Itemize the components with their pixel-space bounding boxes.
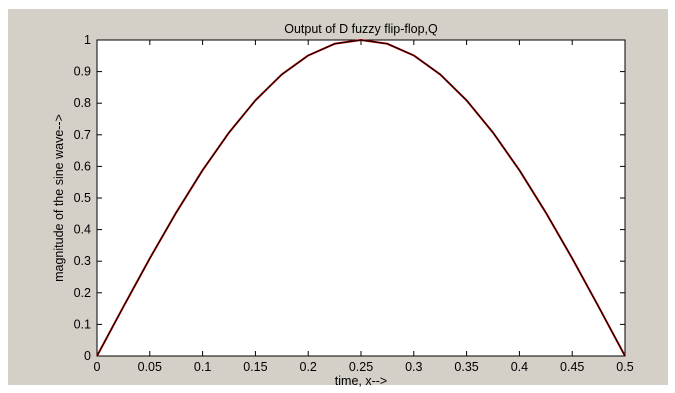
ticks-layer: 0 0.05 0.1 0.15 0.2 0.25 0.3 0.35 0.4 0.45 0.5 0 0.1…: [74, 33, 634, 374]
x-tick-label: 0.2: [300, 360, 317, 374]
x-tick-label: 0.05: [138, 360, 162, 374]
y-tick-label: 0.3: [74, 254, 91, 268]
y-tick-label: 0.6: [74, 159, 91, 173]
series-layer: [96, 39, 626, 357]
x-tick-label: 0.15: [243, 360, 267, 374]
x-tick-label: 0: [94, 360, 101, 374]
x-tick-label: 0.5: [616, 360, 633, 374]
x-tick-label: 0.25: [349, 360, 373, 374]
x-tick-label: 0.35: [454, 360, 478, 374]
plot-area: [96, 39, 626, 357]
y-tick-label: 0.7: [74, 128, 91, 142]
y-tick-label: 0: [84, 349, 91, 363]
y-tick-label: 0.4: [74, 223, 91, 237]
x-tick-label: 0.1: [194, 360, 211, 374]
x-axis-title: time, x-->: [335, 374, 387, 388]
y-axis-title: magnitude of the sine wave-->: [52, 114, 66, 282]
y-tick-label: 0.2: [74, 286, 91, 300]
y-tick-label: 0.9: [74, 65, 91, 79]
y-tick-label: 1: [84, 33, 91, 47]
plot-title: Output of D fuzzy flip-flop,Q: [284, 22, 438, 36]
x-tick-label: 0.3: [405, 360, 422, 374]
y-tick-label: 0.8: [74, 96, 91, 110]
y-tick-label: 0.1: [74, 317, 91, 331]
x-tick-label: 0.4: [511, 360, 528, 374]
y-tick-label: 0.5: [74, 191, 91, 205]
x-tick-label: 0.45: [560, 360, 584, 374]
series-line-2: [96, 39, 626, 357]
